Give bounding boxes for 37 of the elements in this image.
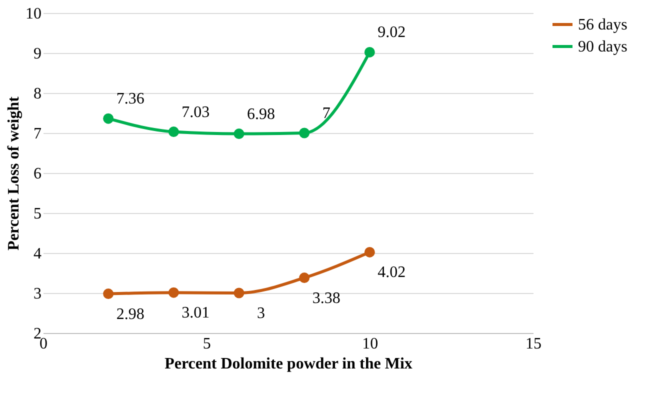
data-label: 7.03 [182, 104, 210, 121]
legend-label: 56 days [578, 16, 628, 34]
point [103, 288, 114, 300]
data-label: 7.36 [116, 90, 144, 108]
data-label: 3.01 [182, 304, 210, 322]
y-tick-label: 4 [34, 246, 42, 262]
y-tick-label: 6 [34, 166, 42, 182]
point [364, 46, 375, 58]
y-tick-label: 3 [34, 286, 42, 302]
point [168, 126, 179, 138]
data-label: 6.98 [247, 106, 275, 123]
legend-label: 90 days [578, 38, 628, 56]
x-axis-title: Percent Dolomite powder in the Mix [164, 356, 412, 372]
point [168, 287, 179, 298]
y-tick-label: 8 [34, 86, 42, 102]
y-axis-title: Percent Loss of weight [6, 96, 22, 250]
y-tick-label: 9 [34, 46, 42, 62]
data-label: 7 [322, 105, 330, 122]
y-tick-label: 10 [26, 6, 42, 22]
point [234, 128, 244, 140]
point [103, 113, 114, 124]
data-label: 4.02 [378, 264, 406, 282]
x-tick-label: 0 [40, 336, 48, 352]
data-label: 9.02 [378, 24, 406, 42]
point [234, 288, 244, 298]
data-label: 3 [257, 305, 265, 322]
y-tick-label: 5 [34, 206, 42, 222]
x-tick-label: 5 [202, 336, 211, 352]
data-label: 2.98 [116, 306, 144, 323]
point [364, 246, 375, 258]
point [299, 128, 310, 138]
x-tick-label: 15 [526, 336, 542, 352]
x-tick-label: 10 [362, 336, 378, 352]
y-tick-label: 7 [34, 126, 42, 142]
point [299, 272, 310, 284]
data-label: 3.38 [312, 290, 340, 307]
y-tick-label: 2 [34, 326, 42, 342]
